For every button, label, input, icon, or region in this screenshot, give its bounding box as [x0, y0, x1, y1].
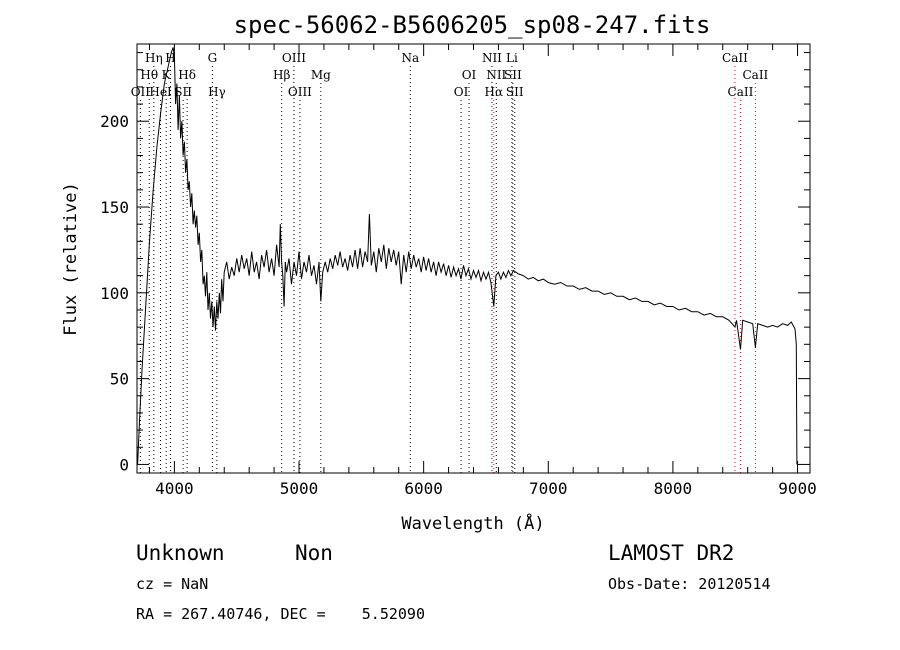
line-label-4: Hδ [178, 68, 196, 82]
line-label-19: NII [486, 68, 506, 82]
y-tick-label-0: 0 [119, 455, 129, 474]
line-label-23: CaII [722, 51, 748, 65]
line-label-5: OII [131, 85, 151, 99]
x-axis-label: Wavelength (Å) [401, 512, 544, 534]
line-label-8: G [208, 51, 218, 65]
line-label-11: Hβ [273, 68, 290, 82]
line-label-16: OI [454, 85, 469, 99]
line-label-18: Li [506, 51, 518, 65]
y-tick-label-2: 100 [100, 284, 129, 303]
redshift-text: cz = NaN [136, 575, 209, 593]
line-label-10: OIII [282, 51, 306, 65]
survey-text: LAMOST DR2 [608, 541, 735, 565]
x-tick-label-0: 4000 [155, 479, 194, 498]
obs-date-text: Obs-Date: 20120514 [608, 575, 771, 593]
subclass-text: Non [295, 541, 333, 565]
line-label-12: Mg [311, 68, 331, 82]
x-tick-label-3: 7000 [529, 479, 568, 498]
line-label-22: SII [506, 85, 524, 99]
spectrum-series-line [137, 47, 798, 465]
y-axis-label: Flux (relative) [61, 182, 81, 336]
line-label-20: SII [504, 68, 522, 82]
line-label-17: NII [482, 51, 502, 65]
line-label-0: Hη [145, 51, 163, 65]
line-label-2: Hθ [140, 68, 158, 82]
line-label-21: Hα [485, 85, 504, 99]
classification-text: Unknown [136, 541, 225, 565]
spectral-line-markers [139, 66, 756, 473]
line-label-25: CaII [728, 85, 754, 99]
axis-ticks: 4000 5000 6000 7000 8000 9000 0 50 100 150 200 [100, 44, 817, 498]
x-tick-label-2: 6000 [404, 479, 443, 498]
line-label-6: HeI [149, 85, 172, 99]
x-tick-label-4: 8000 [654, 479, 693, 498]
y-tick-label-4: 200 [100, 112, 129, 131]
x-tick-label-1: 5000 [280, 479, 319, 498]
line-label-9: Hγ [208, 85, 226, 99]
line-label-24: CaII [742, 68, 768, 82]
y-tick-label-3: 150 [100, 198, 129, 217]
y-tick-label-1: 50 [110, 370, 129, 389]
chart-title: spec-56062-B5606205_sp08-247.fits [234, 11, 711, 39]
line-label-13: OIII [288, 85, 312, 99]
line-label-7: SII [174, 85, 192, 99]
coordinates-text: RA = 267.40746, DEC = 5.52090 [136, 605, 425, 623]
line-label-15: OI [462, 68, 477, 82]
line-label-14: Na [401, 51, 419, 65]
x-tick-label-5: 9000 [778, 479, 817, 498]
plot-frame [136, 43, 811, 474]
